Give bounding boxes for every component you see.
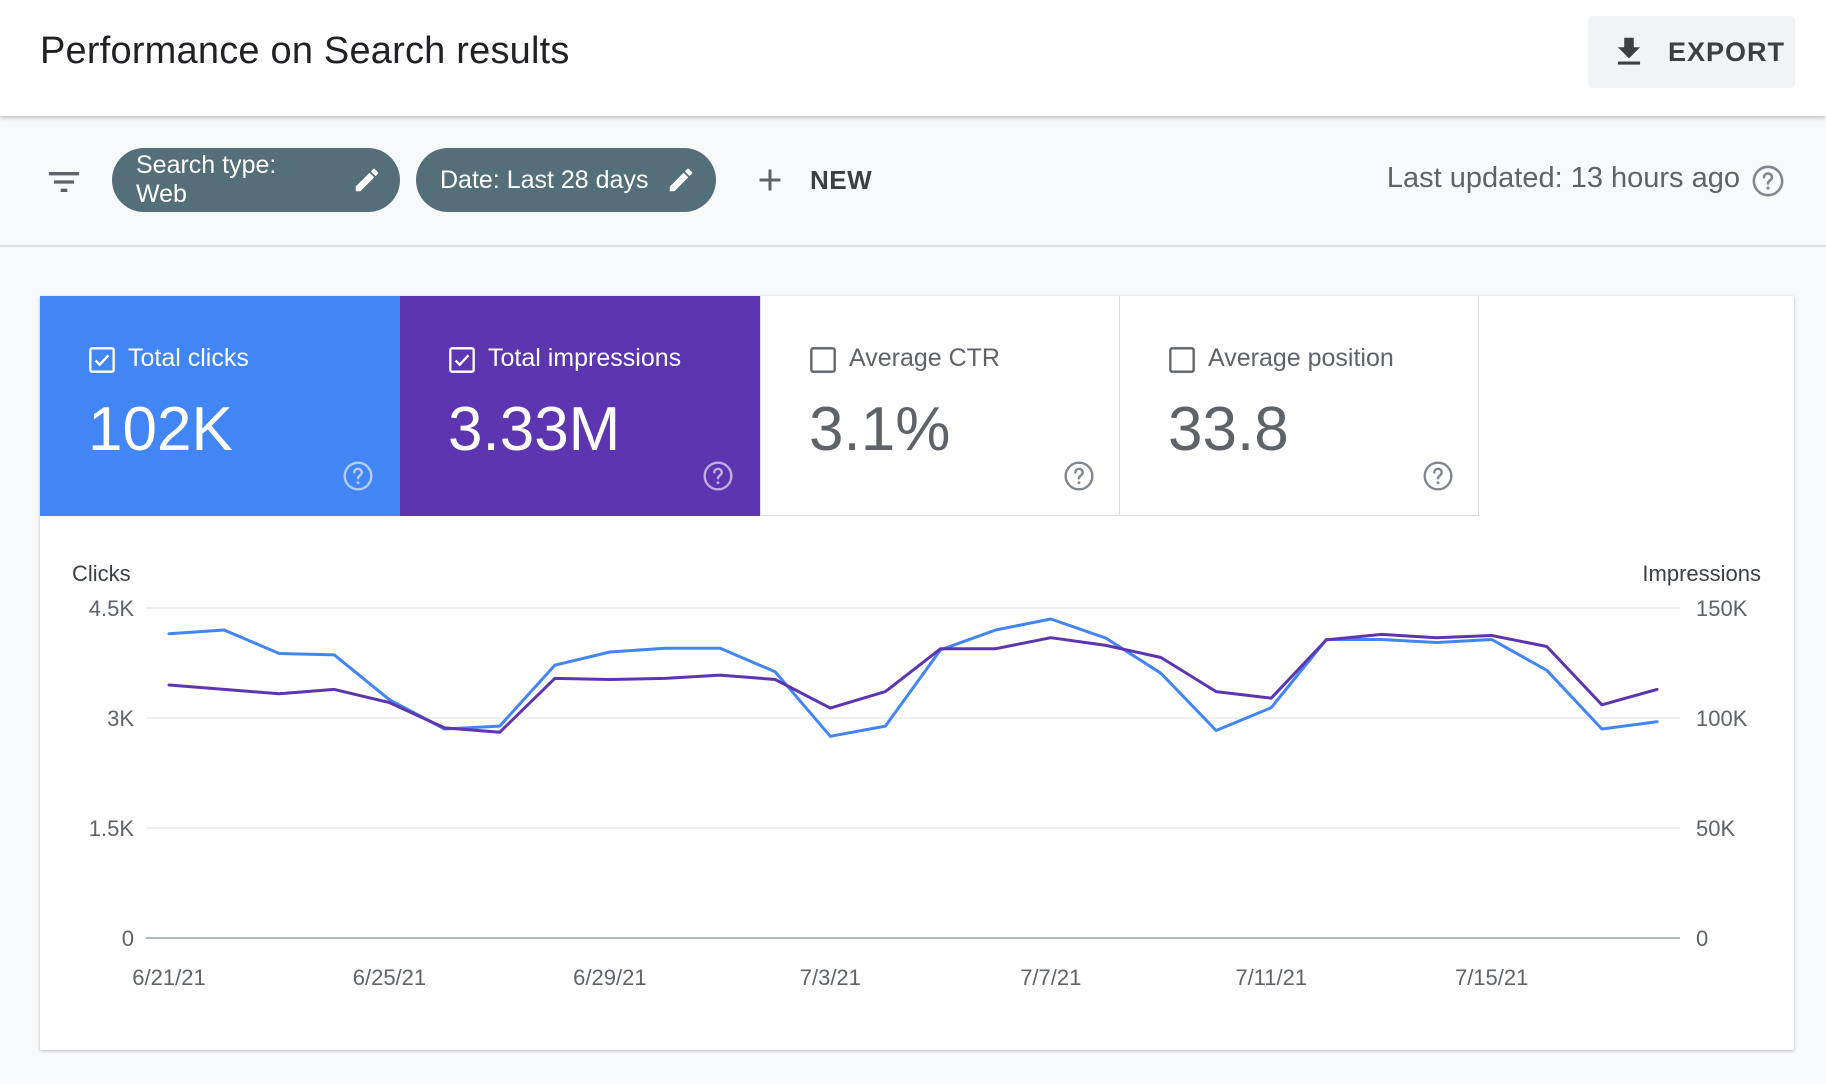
left-axis-title: Clicks <box>72 561 131 586</box>
metric-value: 3.1% <box>809 395 951 464</box>
x-tick-label: 7/7/21 <box>1020 965 1081 990</box>
x-tick-label: 7/15/21 <box>1455 965 1528 990</box>
edit-icon <box>355 168 379 192</box>
new-filter-label: NEW <box>810 164 873 195</box>
y-tick-label-right: 100K <box>1696 706 1748 731</box>
page-header: Performance on Search results EXPORT <box>0 0 1826 116</box>
help-icon[interactable] <box>702 460 734 492</box>
metric-value: 3.33M <box>448 395 621 464</box>
new-filter-button[interactable]: NEW <box>752 148 872 212</box>
y-tick-label-right: 150K <box>1696 596 1748 621</box>
y-tick-label-left: 0 <box>122 926 134 951</box>
plus-icon <box>759 169 781 191</box>
y-tick-label-left: 3K <box>107 706 134 731</box>
performance-card: Total clicks 102K Total impressions 3.33… <box>40 296 1794 1050</box>
checkbox-unchecked-icon[interactable] <box>1168 346 1196 374</box>
filter-icon[interactable] <box>42 162 86 202</box>
right-axis-title: Impressions <box>1642 561 1761 586</box>
x-tick-label: 7/11/21 <box>1235 965 1307 990</box>
y-tick-label-left: 1.5K <box>89 816 135 841</box>
search-type-chip[interactable]: Search type: Web <box>112 148 400 212</box>
date-range-chip[interactable]: Date: Last 28 days <box>416 148 716 212</box>
search-type-chip-label: Search type: Web <box>136 151 277 208</box>
metric-value: 33.8 <box>1168 395 1289 464</box>
x-tick-label: 7/3/21 <box>800 965 861 990</box>
y-tick-label-left: 4.5K <box>89 596 135 621</box>
metric-average-position[interactable]: Average position 33.8 <box>1119 296 1479 516</box>
export-label: EXPORT <box>1668 36 1786 67</box>
export-button[interactable]: EXPORT <box>1588 16 1795 88</box>
edit-icon <box>670 168 693 192</box>
x-tick-label: 6/29/21 <box>573 965 646 990</box>
metric-label: Average position <box>1208 344 1394 372</box>
metric-total-clicks[interactable]: Total clicks 102K <box>40 296 400 516</box>
y-tick-label-right: 0 <box>1696 926 1708 951</box>
filter-bar: Search type: Web Date: Last 28 days NEW … <box>0 116 1826 247</box>
x-tick-label: 6/25/21 <box>353 965 426 990</box>
chart-svg: Clicks Impressions 0 1.5K 3K 4.5K 0 50K 100K 150K… <box>72 561 1761 990</box>
metric-label: Average CTR <box>849 344 1000 372</box>
date-range-chip-label: Date: Last 28 days <box>440 165 649 194</box>
metric-label: Total clicks <box>128 344 249 372</box>
checkbox-unchecked-icon[interactable] <box>809 346 837 374</box>
page-title: Performance on Search results <box>40 30 570 72</box>
series-line-impressions <box>167 632 1659 734</box>
y-tick-label-right: 50K <box>1696 816 1735 841</box>
download-icon <box>1617 37 1641 65</box>
performance-chart[interactable]: Clicks Impressions 0 1.5K 3K 4.5K 0 50K 100K 150K… <box>40 516 1794 1050</box>
metric-average-ctr[interactable]: Average CTR 3.1% <box>760 296 1120 516</box>
x-tick-label: 6/21/21 <box>132 965 205 990</box>
last-updated-text: Last updated: 13 hours ago <box>1386 162 1740 194</box>
checkbox-checked-icon[interactable] <box>448 346 476 374</box>
metric-total-impressions[interactable]: Total impressions 3.33M <box>400 296 760 516</box>
metric-label: Total impressions <box>488 344 682 372</box>
help-icon[interactable] <box>342 460 374 492</box>
help-icon[interactable] <box>1751 164 1785 198</box>
help-icon[interactable] <box>1063 460 1095 492</box>
metric-value: 102K <box>88 395 233 464</box>
checkbox-checked-icon[interactable] <box>88 346 116 374</box>
help-icon[interactable] <box>1422 460 1454 492</box>
